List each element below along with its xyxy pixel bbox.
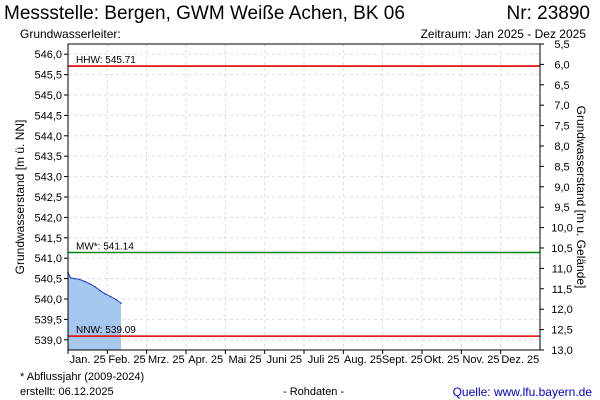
y-tick-label-right: 7,5 xyxy=(554,121,569,133)
x-tick-label: Juli 25 xyxy=(308,354,340,366)
x-tick-label: Feb. 25 xyxy=(108,354,145,366)
y-axis-label-right: Grundwasserstand [m u. Gelände] xyxy=(574,106,588,289)
y-tick-label-right: 12,5 xyxy=(551,325,572,337)
reference-lines: HHW: 545.71 MW*: 541.14 NNW: 539.09 xyxy=(68,55,540,337)
hhw-label: HHW: 545.71 xyxy=(76,55,136,66)
page-title: Messstelle: Bergen, GWM Weiße Achen, BK … xyxy=(4,3,405,24)
aquifer-label: Grundwasserleiter: xyxy=(20,27,121,41)
y-tick-label-right: 10,0 xyxy=(551,223,572,235)
x-tick-label: Okt. 25 xyxy=(424,354,459,366)
y-tick-label-right: 7,0 xyxy=(554,100,569,112)
y-tick-label: 545,0 xyxy=(34,90,62,102)
x-tick-label: Nov. 25 xyxy=(462,354,499,366)
y-tick-label-right: 8,5 xyxy=(554,161,569,173)
data-point xyxy=(78,278,81,281)
y-tick-label: 544,5 xyxy=(34,110,62,122)
series-layer xyxy=(67,271,122,350)
y-tick-label: 542,5 xyxy=(34,192,62,204)
nnw-label: NNW: 539.09 xyxy=(76,325,136,336)
y-tick-label: 541,0 xyxy=(34,253,62,265)
y-tick-label-right: 5,5 xyxy=(554,39,569,51)
period-label: Zeitraum: Jan 2025 - Dez 2025 xyxy=(420,27,586,41)
y-tick-label: 543,5 xyxy=(34,151,62,163)
data-point xyxy=(115,298,117,301)
y-tick-label: 541,5 xyxy=(34,233,62,245)
grid xyxy=(68,44,540,350)
data-point xyxy=(94,286,96,288)
x-tick-label: Mrz. 25 xyxy=(148,354,185,366)
y-tick-label: 543,0 xyxy=(34,172,62,184)
created-date: erstellt: 06.12.2025 xyxy=(20,386,114,398)
footnote: * Abflussjahr (2009-2024) xyxy=(20,371,145,383)
y-tick-label-right: 12,0 xyxy=(551,304,572,316)
x-tick-label: Mai 25 xyxy=(228,354,261,366)
y-tick-label: 542,0 xyxy=(34,212,62,224)
y-tick-label: 546,0 xyxy=(34,49,62,61)
source-link[interactable]: Quelle: www.lfu.bayern.de xyxy=(452,385,592,399)
data-point xyxy=(69,277,72,279)
data-point xyxy=(120,302,122,304)
x-tick-label: Aug. 25 xyxy=(344,354,382,366)
y-axis-label-left: Grundwasserstand [m ü. NN] xyxy=(13,120,27,275)
axes: 546,0 545,5 545,0 544,5 544,0 543,5 543,0 542,5… xyxy=(34,39,572,366)
y-tick-label: 539,5 xyxy=(34,314,62,326)
x-tick-label: Sept. 25 xyxy=(382,354,423,366)
x-tick-label: Dez. 25 xyxy=(501,354,539,366)
x-tick-label: Jan. 25 xyxy=(70,354,106,366)
raw-data-note: - Rohdaten - xyxy=(283,386,345,398)
data-point xyxy=(89,283,91,285)
y-tick-label-right: 8,0 xyxy=(554,141,569,153)
station-number: Nr: 23890 xyxy=(506,3,590,24)
data-point xyxy=(109,295,112,298)
data-point xyxy=(104,293,107,295)
y-tick-label: 545,5 xyxy=(34,70,62,82)
y-tick-label-right: 10,5 xyxy=(551,243,572,255)
y-tick-label-right: 9,0 xyxy=(554,182,569,194)
y-tick-label-right: 9,5 xyxy=(554,202,569,214)
y-tick-label-right: 11,0 xyxy=(552,263,573,275)
mw-label: MW*: 541.14 xyxy=(76,241,134,252)
data-point xyxy=(84,280,86,283)
y-tick-label-right: 13,0 xyxy=(551,345,572,357)
x-tick-label: Apr. 25 xyxy=(188,354,223,366)
y-tick-label: 544,0 xyxy=(34,131,62,143)
y-tick-label-right: 6,0 xyxy=(554,59,569,71)
y-tick-label: 539,0 xyxy=(34,335,62,347)
series-area xyxy=(68,272,121,350)
y-tick-label-right: 6,5 xyxy=(554,80,569,92)
data-point xyxy=(73,277,76,280)
x-tick-label: Juni 25 xyxy=(267,354,302,366)
y-tick-label: 540,5 xyxy=(34,274,62,286)
y-tick-label: 540,0 xyxy=(34,294,62,306)
data-point xyxy=(99,290,102,292)
y-tick-label-right: 11,5 xyxy=(552,284,573,296)
